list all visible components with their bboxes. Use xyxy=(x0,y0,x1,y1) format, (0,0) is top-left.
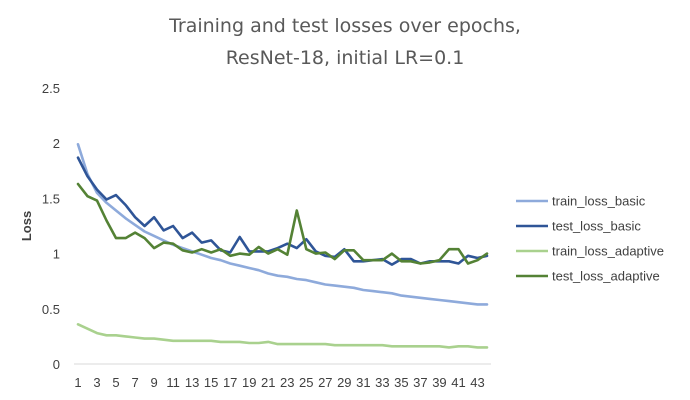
x-tick-label: 13 xyxy=(185,375,199,390)
x-tick-label: 37 xyxy=(413,375,427,390)
series-line-train-loss-basic xyxy=(76,143,489,306)
x-tick-label: 5 xyxy=(112,375,119,390)
x-tick-label: 29 xyxy=(337,375,351,390)
x-tick-label: 41 xyxy=(451,375,465,390)
series-line-train-loss-adaptive xyxy=(76,322,489,349)
x-tick-label: 3 xyxy=(93,375,100,390)
x-tick-label: 15 xyxy=(204,375,218,390)
chart-title-line-1: Training and test losses over epochs, xyxy=(168,15,521,37)
legend-label: test_loss_basic xyxy=(552,219,641,234)
x-tick-label: 21 xyxy=(261,375,275,390)
chart-title-line-2: ResNet-18, initial LR=0.1 xyxy=(226,47,465,69)
x-axis-ticks: 1 3 5 7 9 11 13 15 17 19 21 23 25 27 29 31 33 35 37 39 41 43 xyxy=(74,363,491,390)
x-tick-label: 9 xyxy=(150,375,157,390)
x-tick-label: 31 xyxy=(356,375,370,390)
x-tick-label: 33 xyxy=(375,375,389,390)
x-tick-label: 1 xyxy=(74,375,81,390)
y-tick-label: 2.5 xyxy=(42,81,60,96)
y-tick-label: 0 xyxy=(53,357,60,372)
x-tick-label: 11 xyxy=(166,375,180,390)
x-tick-label: 23 xyxy=(280,375,294,390)
series-line-test-loss-adaptive xyxy=(76,182,489,265)
x-tick-label: 27 xyxy=(318,375,332,390)
y-tick-label: 0.5 xyxy=(42,302,60,317)
series-line-test-loss-basic xyxy=(76,156,489,266)
x-tick-label: 19 xyxy=(242,375,256,390)
y-axis-ticks: 0 0.5 1 1.5 2 2.5 xyxy=(42,81,60,372)
x-tick-label: 7 xyxy=(131,375,138,390)
y-tick-label: 2 xyxy=(53,136,60,151)
legend-label: train_loss_adaptive xyxy=(552,244,664,259)
legend-label: train_loss_basic xyxy=(552,194,646,209)
y-tick-label: 1 xyxy=(53,247,60,262)
legend-label: test_loss_adaptive xyxy=(552,269,660,284)
y-axis-label: Loss xyxy=(19,211,34,241)
x-tick-label: 35 xyxy=(394,375,408,390)
x-tick-label: 25 xyxy=(299,375,313,390)
x-tick-label: 17 xyxy=(223,375,237,390)
x-tick-label: 43 xyxy=(470,375,484,390)
legend: train_loss_basic test_loss_basic train_los… xyxy=(516,194,664,284)
plot-area xyxy=(76,143,489,349)
x-tick-label: 39 xyxy=(432,375,446,390)
y-tick-label: 1.5 xyxy=(42,191,60,206)
